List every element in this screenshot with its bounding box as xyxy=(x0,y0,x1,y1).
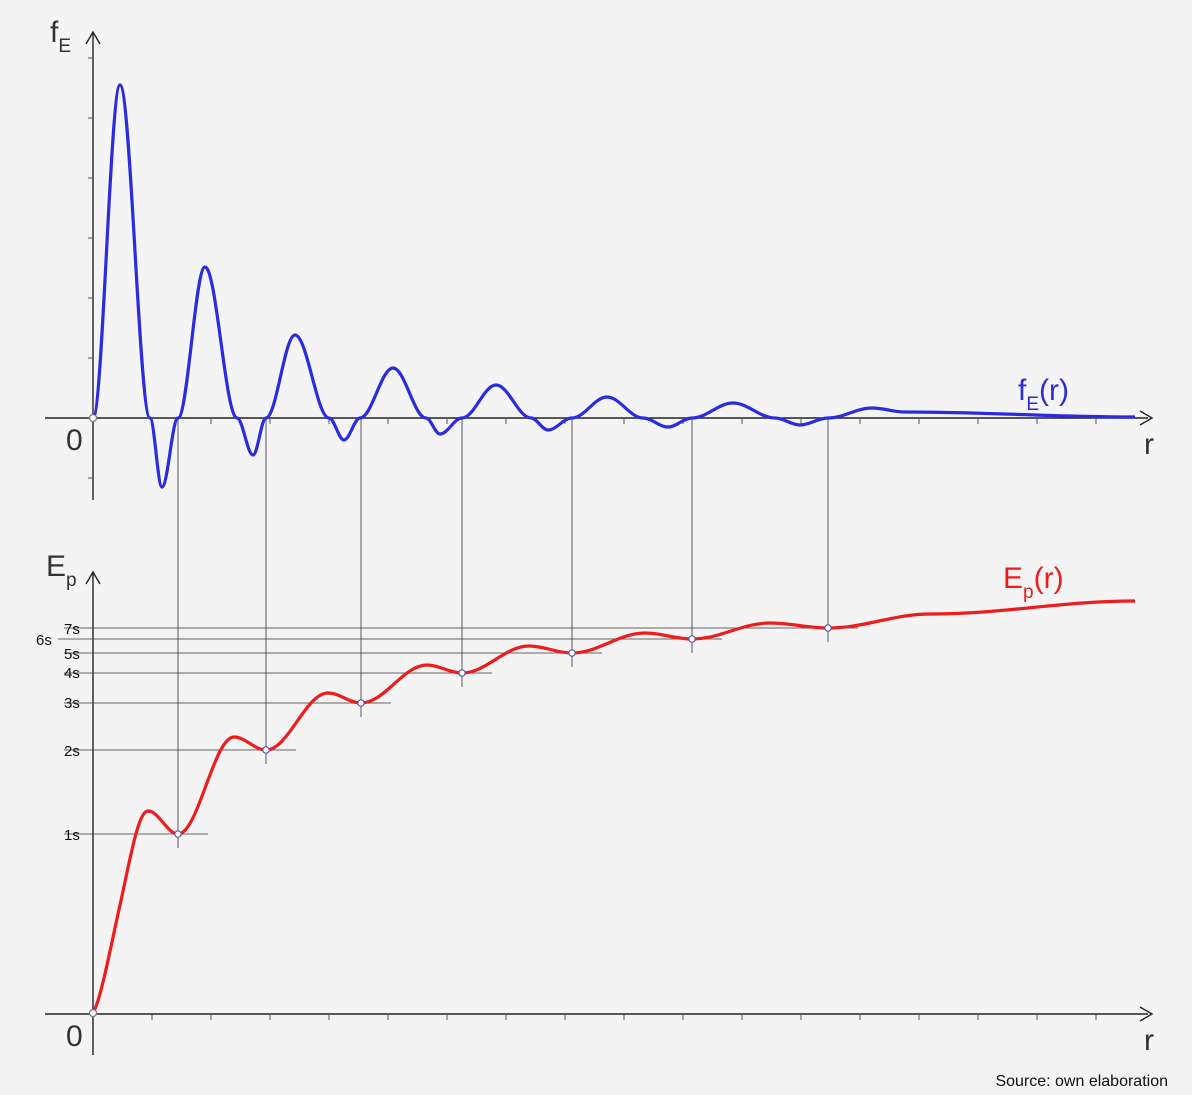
lower-y-axis-label: Ep xyxy=(46,550,77,591)
level-labels: 7s 6s 5s 4s 3s 2s 1s xyxy=(36,621,80,844)
fe-series-line xyxy=(91,83,1136,489)
ep-series-label: Ep(r) xyxy=(1003,562,1064,603)
minimum-markers xyxy=(174,624,832,838)
upper-origin-point xyxy=(88,413,98,423)
source-note: Source: own elaboration xyxy=(995,1073,1168,1090)
min-marker-6s xyxy=(688,635,696,643)
min-marker-5s xyxy=(568,649,576,657)
lower-axis-ticks xyxy=(151,1014,1097,1020)
lower-x-axis-label: r xyxy=(1144,1024,1154,1057)
lower-origin-label: 0 xyxy=(66,1020,83,1053)
level-label-1s: 1s xyxy=(64,827,80,844)
lower-x-axis-arrow xyxy=(1139,1006,1154,1022)
min-marker-7s xyxy=(824,624,832,632)
lower-y-axis-arrow xyxy=(85,570,101,585)
ep-series-line xyxy=(91,599,1136,1014)
level-label-6s: 6s xyxy=(36,632,52,649)
level-label-3s: 3s xyxy=(64,695,80,712)
min-marker-2s xyxy=(262,746,270,754)
level-label-2s: 2s xyxy=(64,743,80,760)
min-marker-3s xyxy=(357,699,365,707)
min-marker-4s xyxy=(458,669,466,677)
level-label-4s: 4s xyxy=(64,665,80,682)
upper-y-axis-arrow xyxy=(85,30,101,45)
upper-x-axis-label: r xyxy=(1144,428,1154,461)
upper-axis-ticks xyxy=(88,57,1097,479)
upper-x-axis-arrow xyxy=(1139,410,1154,426)
upper-origin-label: 0 xyxy=(66,424,83,457)
lower-chart: 7s 6s 5s 4s 3s 2s 1s Ep 0 r Ep(r) xyxy=(36,550,1154,1057)
lower-origin-point xyxy=(88,1008,98,1018)
level-label-7s: 7s xyxy=(64,621,80,638)
level-label-5s: 5s xyxy=(64,646,80,663)
upper-y-axis-label: fE xyxy=(50,16,71,57)
min-marker-1s xyxy=(174,830,182,838)
guide-lines xyxy=(177,418,829,848)
fe-series-label: fE(r) xyxy=(1018,374,1069,415)
upper-chart: fE 0 r fE(r) xyxy=(45,16,1154,848)
